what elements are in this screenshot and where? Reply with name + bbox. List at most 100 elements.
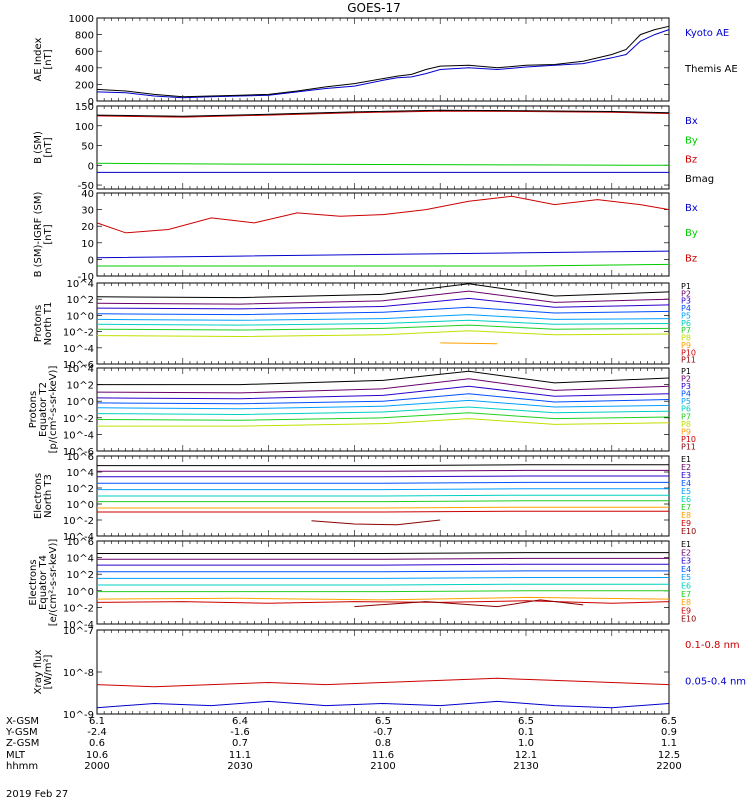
series-line-p_t1-P5 bbox=[96, 314, 670, 321]
legend-entry: P2 bbox=[681, 289, 691, 298]
legend-entry: P10 bbox=[681, 435, 696, 444]
footer-row: X-GSM 6.1 6.4 6.5 6.5 6.5 bbox=[0, 716, 750, 728]
footer-value: 0.7 bbox=[232, 738, 248, 750]
legend-entry: E7 bbox=[681, 590, 691, 599]
y-tick-label: 10^-4 bbox=[63, 620, 94, 631]
footer-value: 6.5 bbox=[661, 716, 677, 727]
legend-entry: P5 bbox=[681, 311, 691, 320]
series-line-p_t1-P2 bbox=[96, 290, 670, 305]
footer-value: 6.4 bbox=[232, 716, 248, 727]
y-tick-label: 10^-9 bbox=[63, 710, 94, 721]
series-line-e_t4-E5 bbox=[97, 577, 669, 579]
series-line-e_t3-E3 bbox=[97, 475, 669, 478]
footer-value: 12.1 bbox=[514, 749, 538, 761]
y-tick-label: 10^4 bbox=[67, 364, 94, 375]
legend-entry: Themis AE bbox=[684, 64, 738, 75]
footer-value: 2100 bbox=[370, 760, 396, 772]
y-tick-label: 10^-4 bbox=[63, 344, 94, 355]
series-line-bigrf-Bz bbox=[96, 195, 670, 234]
series-line-p_t2-P4 bbox=[96, 393, 670, 405]
series-line-e_t3-E8 bbox=[97, 506, 669, 509]
legend-entry: P11 bbox=[681, 442, 696, 451]
legend-entry: P2 bbox=[681, 375, 691, 384]
footer-value: 12.5 bbox=[657, 749, 681, 761]
series-line-e_t4-E8 bbox=[96, 596, 670, 601]
y-tick-label: 0 bbox=[88, 97, 94, 108]
series-line-e_t3-E7 bbox=[97, 500, 669, 503]
y-axis-label: [W/m²] bbox=[43, 654, 54, 689]
footer-date: 2019 Feb 27 bbox=[6, 789, 69, 800]
series-line-e_t3-E10 bbox=[311, 519, 441, 526]
series-line-p_t1-P9 bbox=[440, 342, 498, 345]
legend-entry: Bz bbox=[685, 155, 697, 166]
y-axis-label: Xray flux bbox=[33, 650, 44, 695]
series-line-p_t2-P1 bbox=[97, 370, 670, 386]
y-tick-label: 0 bbox=[88, 255, 94, 266]
legend-entry: P1 bbox=[681, 367, 691, 376]
y-tick-label: 10^6 bbox=[67, 452, 94, 463]
footer-value: 2030 bbox=[227, 760, 253, 772]
y-tick-label: 10^-2 bbox=[63, 328, 94, 339]
y-tick-label: 10^0 bbox=[67, 311, 94, 322]
legend-entry: E8 bbox=[681, 598, 691, 607]
y-tick-label: 200 bbox=[75, 80, 94, 91]
series-line-e_t4-E10 bbox=[354, 599, 584, 608]
legend-entry: P3 bbox=[681, 382, 691, 391]
footer-value: 10.6 bbox=[85, 749, 109, 761]
y-tick-label: 10^-6 bbox=[63, 360, 94, 371]
footer-value: 2130 bbox=[513, 760, 539, 772]
footer-row-label: hhmm bbox=[6, 760, 39, 772]
legend-entry: E7 bbox=[681, 503, 691, 512]
y-tick-label: 10^0 bbox=[67, 587, 94, 598]
footer-row: hhmm 2000 2030 2100 2130 2200 bbox=[0, 760, 750, 773]
series-line-e_t3-E4 bbox=[97, 481, 669, 484]
footer-value: 0.9 bbox=[661, 727, 677, 739]
legend-entry: E1 bbox=[681, 540, 691, 549]
legend-entry: Bx bbox=[685, 203, 698, 214]
series-line-e_t4-E3 bbox=[97, 563, 669, 566]
series-line-e_t3-E9 bbox=[97, 510, 669, 513]
legend-entry: P5 bbox=[681, 397, 691, 406]
legend-entry: P7 bbox=[681, 326, 691, 335]
series-line-p_t1-P4 bbox=[96, 306, 670, 316]
footer-value: 0.1 bbox=[518, 727, 534, 739]
footer-value: 2000 bbox=[84, 760, 110, 772]
y-axis-label: B (SM)-IGRF (SM) bbox=[33, 192, 44, 278]
y-tick-label: 10^4 bbox=[67, 468, 94, 479]
legend-entry: P8 bbox=[681, 420, 691, 429]
y-tick-label: 10^2 bbox=[67, 484, 94, 495]
legend-entry: E4 bbox=[681, 565, 691, 574]
panel-frame bbox=[96, 629, 670, 715]
legend-entry: E6 bbox=[681, 582, 691, 591]
footer-row-label: Z-GSM bbox=[6, 738, 40, 750]
footer-row: MLT 10.6 11.1 11.6 12.1 12.5 bbox=[0, 749, 750, 762]
y-axis-label: Equator T2 bbox=[38, 382, 49, 437]
y-axis-label: [e/(cm²-s-sr-keV)] bbox=[48, 539, 59, 627]
legend-entry: Bmag bbox=[685, 174, 714, 185]
y-tick-label: 10^4 bbox=[67, 554, 94, 565]
y-tick-label: 10^-6 bbox=[63, 447, 94, 458]
footer-value: -1.6 bbox=[230, 727, 250, 739]
footer-value: 1.1 bbox=[661, 738, 677, 750]
legend-entry: E1 bbox=[681, 455, 691, 464]
series-line-e_t3-E6 bbox=[97, 494, 669, 497]
series-line-p_t2-P7 bbox=[96, 412, 670, 421]
y-tick-label: 10^-4 bbox=[63, 532, 94, 543]
series-line-bsm-By bbox=[96, 162, 670, 166]
y-tick-label: 10^2 bbox=[67, 295, 94, 306]
legend-entry: P4 bbox=[681, 390, 691, 399]
footer-row-label: Y-GSM bbox=[6, 727, 38, 739]
footer-value: 11.1 bbox=[228, 749, 252, 761]
legend-entry: Kyoto AE bbox=[685, 28, 729, 39]
ephemeris-footer: X-GSM 6.1 6.4 6.5 6.5 6.5 Y-GSM -2.4 -1.6 -0.7 0.1… bbox=[0, 716, 750, 800]
legend-entry: P9 bbox=[681, 341, 691, 350]
y-axis-label: Electrons bbox=[33, 473, 44, 519]
y-tick-label: 10^-2 bbox=[63, 516, 94, 527]
figure-title: GOES-17 bbox=[347, 1, 401, 15]
legend-entry: By bbox=[685, 228, 698, 239]
y-tick-label: 10 bbox=[81, 239, 94, 250]
y-tick-label: 50 bbox=[81, 142, 94, 153]
legend-entry: P9 bbox=[681, 427, 691, 436]
legend-entry: E4 bbox=[681, 479, 691, 488]
y-axis-label: [nT] bbox=[43, 49, 54, 69]
